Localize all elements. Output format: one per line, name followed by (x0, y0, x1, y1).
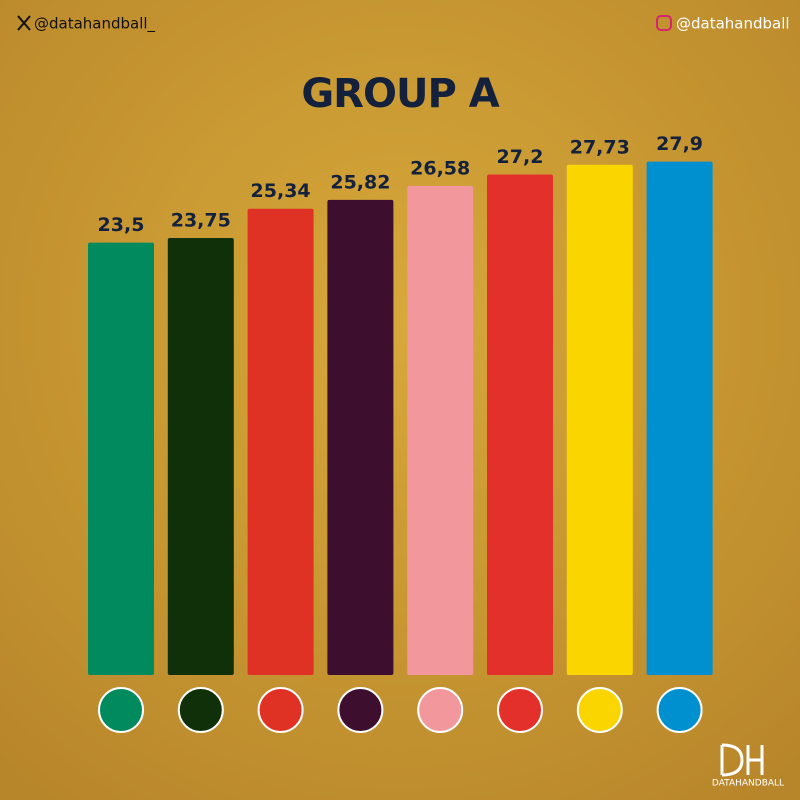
team-logo (497, 687, 543, 733)
chart-title: GROUP A (301, 71, 499, 117)
brand-logo (720, 743, 764, 777)
value-label: 26,58 (410, 157, 470, 179)
value-label: 25,82 (330, 171, 390, 193)
bar (88, 242, 154, 675)
bar (487, 174, 553, 675)
team-logo (656, 687, 703, 733)
value-label: 27,73 (570, 136, 630, 158)
value-label: 23,75 (171, 210, 231, 232)
bar (566, 164, 633, 675)
instagram-handle: @datahandball (676, 15, 790, 33)
value-label: 27,2 (497, 146, 544, 168)
instagram-icon (656, 15, 672, 31)
bar (327, 199, 394, 676)
twitter-icon (17, 15, 31, 31)
value-label: 23,5 (98, 214, 145, 236)
team-logo (98, 687, 144, 733)
team-logo (576, 687, 623, 733)
twitter-handle: @datahandball_ (34, 15, 156, 34)
team-logo (337, 687, 384, 733)
brand: DATAHANDBALL (712, 779, 784, 789)
value-label: 27,9 (656, 133, 703, 155)
bar (167, 238, 234, 675)
bar (247, 208, 314, 675)
team-logo (417, 687, 464, 733)
bar (407, 185, 474, 676)
bar (646, 161, 713, 675)
team-logo (177, 687, 224, 733)
value-label: 25,34 (251, 180, 311, 202)
team-logo (257, 687, 304, 733)
